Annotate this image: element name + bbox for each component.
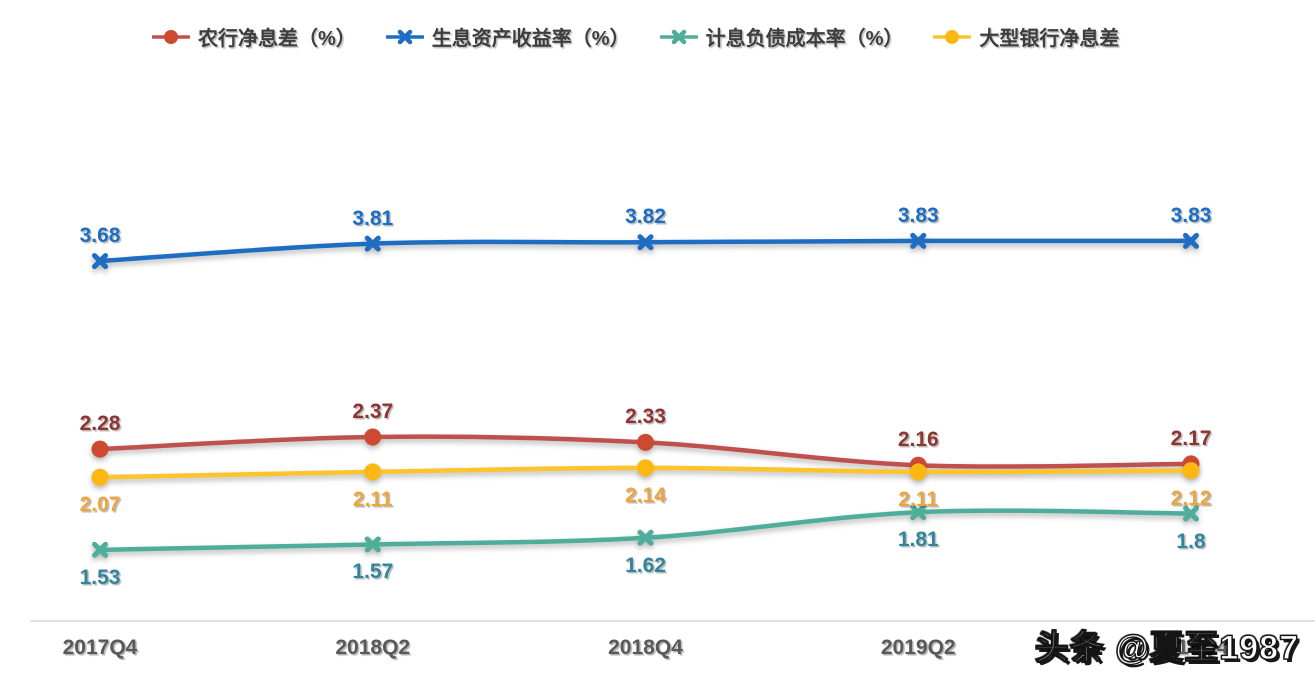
legend-marker-svg: [933, 29, 972, 44]
data-label: 2.14: [625, 483, 666, 507]
circle-marker-icon: [1182, 462, 1200, 480]
x-marker-icon: [364, 235, 381, 252]
x-marker-icon: [637, 234, 654, 251]
legend-label: 农行净息差（%）: [198, 28, 356, 50]
x-marker-icon: [1183, 505, 1199, 522]
data-label: 2.17: [1170, 426, 1212, 450]
data-label: 3.81: [352, 206, 394, 230]
legend-item-major-banks-nim: 大型银行净息差: [933, 22, 1119, 51]
series-3: [91, 459, 1200, 486]
legend-label: 计息负债成本率（%）: [705, 28, 904, 50]
legend-label: 大型银行净息差: [979, 28, 1120, 50]
data-label: 2.07: [79, 493, 121, 517]
circle-marker-icon: [364, 428, 382, 446]
circle-marker-icon: [364, 463, 382, 481]
legend: 农行净息差（%） 生息资产收益率（%） 计息负债成本率（%） 大型银行净息差: [0, 22, 1315, 51]
data-label: 2.11: [898, 487, 939, 511]
circle-marker-icon: [91, 440, 109, 458]
x-axis-label: 2019Q2: [880, 636, 956, 659]
circle-marker-icon: [152, 26, 190, 48]
legend-marker-svg: [385, 29, 424, 44]
series-1: [92, 232, 1199, 270]
data-label: 1.53: [79, 565, 121, 589]
x-marker-icon: [910, 504, 927, 521]
circle-marker-icon: [91, 468, 109, 486]
circle-marker-icon: [933, 26, 972, 48]
data-label: 2.28: [79, 412, 121, 436]
data-label: 2.37: [352, 400, 394, 423]
data-label: 1.57: [352, 560, 394, 584]
data-label: 3.83: [1170, 203, 1212, 227]
legend-label: 生息资产收益率（%）: [431, 28, 630, 50]
data-label: 1.8: [1176, 529, 1206, 553]
watermark: 头条 @夏至1987: [1034, 628, 1299, 667]
x-marker-icon: [385, 26, 424, 48]
data-label: 2.33: [625, 405, 666, 429]
circle-marker-icon: [637, 459, 654, 477]
circle-marker-icon: [637, 433, 654, 451]
data-label: 1.81: [897, 528, 939, 552]
legend-marker-svg: [152, 29, 190, 44]
circle-marker-icon: [909, 463, 927, 481]
legend-marker-svg: [659, 29, 698, 44]
legend-item-abc-nim: 农行净息差（%）: [152, 22, 356, 51]
data-label: 3.68: [79, 224, 121, 248]
x-axis-label: 2018Q2: [335, 636, 411, 659]
x-marker-icon: [1183, 232, 1199, 249]
data-label: 2.16: [897, 428, 939, 452]
data-label: 2.12: [1170, 486, 1212, 510]
data-label: 3.83: [897, 203, 939, 227]
data-label: 2.11: [352, 487, 393, 511]
x-marker-icon: [92, 541, 108, 558]
series-line: [97, 508, 1194, 553]
x-marker-icon: [92, 253, 108, 270]
series-2: [92, 504, 1199, 558]
legend-item-earning-asset-yield: 生息资产收益率（%）: [385, 22, 630, 51]
data-label: 3.82: [625, 205, 666, 229]
x-axis-label: 2019Q4: [1153, 636, 1229, 659]
legend-item-interest-cost-rate: 计息负债成本率（%）: [659, 22, 904, 51]
data-label: 1.62: [625, 553, 666, 577]
x-marker-icon: [659, 26, 698, 48]
x-axis-label: 2018Q4: [608, 636, 683, 659]
x-marker-icon: [637, 529, 654, 546]
x-marker-icon: [910, 232, 927, 249]
x-axis-label: 2017Q4: [62, 636, 138, 659]
x-marker-icon: [364, 536, 381, 553]
